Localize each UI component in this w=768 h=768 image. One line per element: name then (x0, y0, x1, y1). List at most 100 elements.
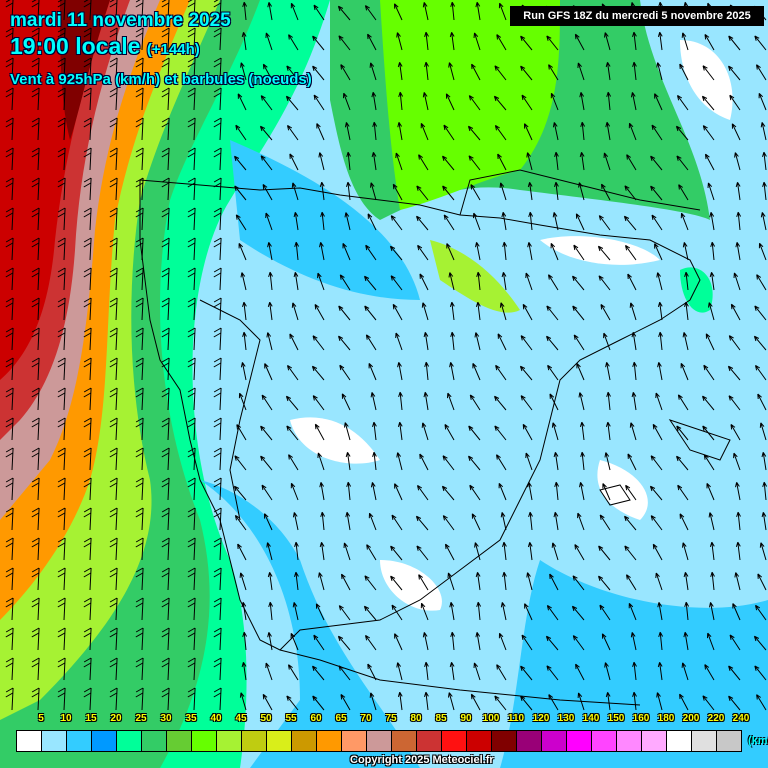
wind-arrow (344, 422, 351, 441)
wind-arrow (398, 91, 404, 111)
legend-swatch (567, 731, 592, 751)
wind-arrow (498, 632, 507, 651)
wind-arrow (239, 572, 247, 591)
wind-arrow (293, 211, 299, 231)
wind-arrow (365, 244, 377, 261)
wind-arrow (708, 512, 715, 531)
wind-arrow (758, 92, 767, 111)
wind-arrow (759, 542, 767, 561)
wind-arrow (290, 482, 299, 501)
wind-arrow (652, 543, 663, 561)
wind-arrow (238, 392, 247, 411)
legend-label: 130 (557, 713, 575, 724)
wind-arrow (418, 154, 429, 171)
wind-arrow (710, 241, 716, 261)
wind-arrow (759, 422, 767, 441)
wind-arrow (573, 334, 585, 351)
wind-arrow (395, 332, 403, 351)
wind-arrow (677, 394, 689, 411)
wind-arrow (525, 452, 533, 471)
wind-arrow (499, 182, 507, 201)
wind-arrow (57, 357, 66, 381)
wind-arrow (135, 147, 144, 171)
wind-arrow (235, 124, 247, 141)
wind-arrow (288, 34, 299, 51)
wind-arrow (657, 602, 663, 621)
wind-arrow (161, 27, 170, 51)
wind-arrow (424, 691, 429, 711)
wind-arrow (161, 567, 170, 591)
wind-arrow (109, 87, 118, 111)
wind-arrow (31, 0, 40, 21)
wind-arrow (498, 482, 507, 501)
wind-arrow (475, 632, 481, 651)
legend-swatch (667, 731, 692, 751)
wind-arrow (683, 571, 689, 591)
wind-arrow (83, 357, 92, 381)
wind-arrow (601, 183, 611, 201)
wind-arrow (213, 657, 222, 681)
wind-arrow (213, 327, 222, 351)
wind-arrow (135, 237, 144, 261)
wind-arrow (728, 395, 741, 411)
wind-arrow (449, 362, 455, 381)
wind-arrow (702, 395, 715, 411)
wind-arrow (577, 512, 585, 531)
wind-arrow (707, 632, 715, 651)
legend-swatch (317, 731, 342, 751)
wind-arrow (365, 634, 377, 651)
wind-arrow (679, 513, 689, 531)
wind-arrow (5, 147, 14, 171)
wind-arrow (421, 422, 429, 441)
wind-arrow (5, 57, 14, 81)
wind-arrow (706, 483, 715, 501)
legend-label: 50 (260, 713, 272, 724)
wind-arrow (57, 477, 66, 501)
wind-arrow (187, 27, 196, 51)
lead-time: (+144h) (146, 41, 200, 58)
wind-arrow (262, 63, 273, 81)
wind-arrow (494, 65, 507, 81)
wind-arrow (371, 151, 377, 171)
wind-arrow (548, 64, 559, 81)
wind-arrow (313, 4, 325, 21)
wind-arrow (442, 185, 455, 201)
wind-arrow (600, 304, 611, 321)
forecast-date: mardi 11 novembre 2025 (10, 10, 231, 31)
wind-arrow (57, 417, 66, 441)
wind-arrow (447, 572, 455, 591)
wind-arrow (31, 657, 40, 681)
wind-arrow (135, 687, 144, 711)
wind-arrow (234, 514, 247, 531)
wind-arrow (264, 363, 273, 381)
wind-arrow (476, 271, 481, 291)
wind-arrow (241, 31, 247, 51)
wind-arrow (762, 181, 767, 201)
wind-arrow (135, 417, 144, 441)
wind-arrow (161, 627, 170, 651)
wind-arrow (736, 211, 742, 231)
wind-arrow (598, 575, 611, 591)
coastline-borders (139, 169, 731, 706)
legend-swatch (492, 731, 517, 751)
wind-arrow (623, 215, 637, 231)
wind-arrow (57, 147, 66, 171)
wind-arrow (161, 657, 170, 681)
wind-arrow (470, 184, 481, 201)
wind-arrow (449, 661, 455, 681)
wind-arrow (705, 153, 715, 171)
wind-arrow (709, 541, 715, 561)
wind-arrow (213, 597, 222, 621)
wind-arrow (109, 147, 118, 171)
wind-arrow (553, 451, 559, 471)
wind-arrow (5, 237, 14, 261)
legend-label: 75 (385, 713, 397, 724)
wind-arrow (109, 687, 118, 711)
wind-arrow (682, 332, 689, 351)
legend-label: 25 (135, 713, 147, 724)
wind-arrow (5, 417, 14, 441)
wind-arrow (83, 0, 92, 21)
wind-arrow (31, 27, 40, 51)
wind-arrow (524, 603, 533, 621)
copyright: Copyright 2025 Meteociel.fr (350, 754, 494, 766)
